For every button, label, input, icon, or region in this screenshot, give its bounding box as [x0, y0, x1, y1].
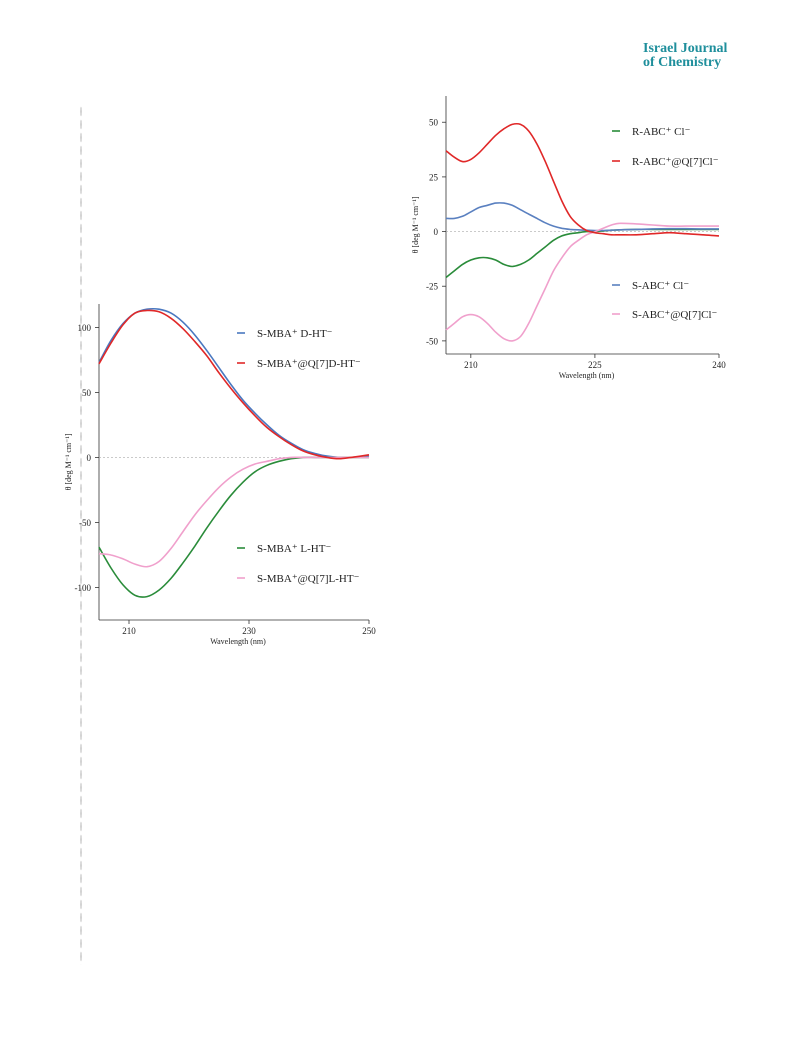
- legend-label: R-ABC⁺ Cl⁻: [632, 126, 691, 138]
- y-tick-label: -100: [75, 583, 92, 593]
- y-tick-label: 0: [87, 453, 92, 463]
- chart-2: 50 25 0 -25 -50 210 225 240 Wavelength (nm) θ [de…: [411, 96, 726, 380]
- series-line: [98, 309, 370, 460]
- x-tick-label: 210: [122, 626, 136, 636]
- y-tick-label: 0: [434, 227, 439, 237]
- series-line: [445, 122, 720, 237]
- journal-name-line1: Israel Journal: [643, 41, 728, 56]
- y-tick-label: -50: [79, 518, 91, 528]
- x-tick-label: 210: [464, 360, 478, 370]
- y-axis-label: θ [deg M⁻¹ cm⁻¹]: [64, 433, 73, 490]
- legend-label: S-ABC⁺ Cl⁻: [632, 280, 689, 292]
- y-tick-label: -25: [426, 282, 438, 292]
- x-tick-label: 250: [362, 626, 376, 636]
- y-axis-label: θ [deg M⁻¹ cm⁻¹]: [411, 196, 420, 253]
- series-line: [445, 202, 720, 232]
- x-tick-label: 240: [712, 360, 726, 370]
- chart-1: 100 50 0 -50 -100 210 230 250 Wavelength (nm) θ […: [64, 304, 376, 646]
- series-line: [445, 222, 719, 342]
- series-line: [98, 456, 369, 568]
- y-tick-label: 50: [429, 118, 439, 128]
- x-axis-label: Wavelength (nm): [559, 371, 615, 380]
- legend-label: S-MBA⁺@Q[7]D-HT⁻: [257, 358, 361, 370]
- journal-logo: Israel Journal of Chemistry: [643, 42, 727, 70]
- y-tick-label: 25: [429, 172, 439, 182]
- legend-label: R-ABC⁺@Q[7]Cl⁻: [632, 156, 719, 168]
- y-tick-label: -50: [426, 336, 438, 346]
- y-tick-label: 100: [78, 323, 92, 333]
- legend-label: S-ABC⁺@Q[7]Cl⁻: [632, 309, 717, 321]
- y-tick-label: 50: [82, 388, 92, 398]
- legend-label: S-MBA⁺ D-HT⁻: [257, 328, 333, 340]
- journal-name-line2: of Chemistry: [643, 55, 722, 70]
- x-tick-label: 225: [588, 360, 602, 370]
- legend-label: S-MBA⁺@Q[7]L-HT⁻: [257, 573, 360, 585]
- x-tick-label: 230: [242, 626, 256, 636]
- margin-dotted-line: [80, 105, 82, 965]
- x-axis-label: Wavelength (nm): [210, 637, 266, 646]
- series-line: [98, 307, 370, 459]
- legend-label: S-MBA⁺ L-HT⁻: [257, 543, 331, 555]
